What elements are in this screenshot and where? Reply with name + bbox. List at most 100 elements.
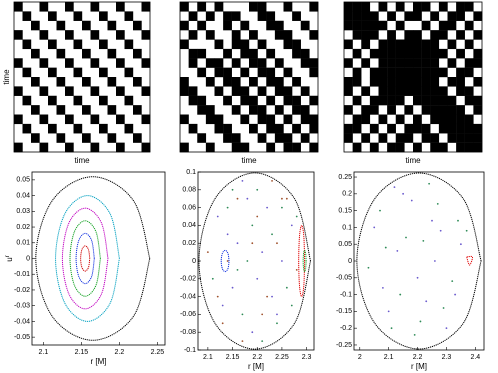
recurrence-cell [65,142,74,153]
recurrence-cell [82,77,91,87]
recurrence-cell [124,39,134,50]
recurrence-cell [300,114,310,125]
recurrence-cell [73,67,83,78]
recurrence-cell [438,105,448,115]
recurrence-cell [413,48,422,59]
recurrence-cell [369,142,379,153]
point [251,224,254,227]
recurrence-cell [223,95,232,106]
recurrence-cell [473,95,483,106]
recurrence-cell [292,77,301,87]
recurrence-cell [352,67,362,78]
point [384,246,387,249]
recurrence-cell [421,95,431,106]
recurrence-cell [223,77,232,87]
y-tick-label: 0.08 [182,187,196,194]
x-tick-label: 2.2 [252,354,262,361]
orbit [298,224,306,298]
recurrence-cell [344,133,353,143]
recurrence-cell [395,48,405,59]
recurrence-cell [73,123,83,134]
recurrence-cell [352,48,362,59]
recurrence-cell [378,114,388,125]
recurrence-cell [309,123,319,134]
recurrence-cell [99,39,108,50]
recurrence-cell [266,142,276,153]
point [422,239,425,242]
recurrence-cell [292,48,301,59]
recurrence-cell [257,86,267,96]
recurrence-cell [352,20,362,31]
recurrence-cell [231,30,241,40]
recurrence-cell [107,133,117,143]
recurrence-cell [395,86,405,96]
recurrence-cell [188,123,198,134]
recurrence-cell [22,39,32,50]
recurrence-cell [473,58,483,68]
recurrence-cell [413,142,422,153]
recurrence-cell [421,123,431,134]
point [246,260,249,262]
point [251,331,254,334]
recurrence-cell [22,67,32,78]
recurrence-cell [249,77,258,87]
recurrence-cell [257,67,267,78]
recurrence-cell [266,123,276,134]
y-tick-label: -0.25 [336,342,352,349]
point [271,180,273,182]
recurrence-cell [249,123,258,134]
point [285,197,288,200]
point [413,333,416,336]
recurrence-cell [361,133,371,143]
recurrence-cell [438,86,448,96]
point [241,313,244,316]
recurrence-cell [39,86,49,96]
recurrence-cell [404,11,414,21]
recurrence-cell [197,67,207,78]
recurrence-cell [99,67,108,78]
recurrence-cell [90,142,100,153]
recurrence-cell [352,95,362,106]
recurrence-cell [378,95,388,106]
recurrence-cell [456,123,465,134]
recurrence-cell [197,48,207,59]
recurrence-cell [188,48,198,59]
recurrence-cell [413,77,422,87]
recurrence-cell [223,48,232,59]
recurrence-cell [124,11,134,21]
recurrence-cell [65,30,74,40]
y-tick-label: -0.04 [180,293,196,300]
y-tick-label: -0.02 [14,287,30,294]
recurrence-cell [73,95,83,106]
recurrence-cell [90,114,100,125]
frame [353,171,485,351]
recurrence-cell [180,86,189,96]
recurrence-cell [231,142,241,153]
recurrence-cell [361,39,371,50]
point [266,206,269,209]
recurrence-cell [240,142,250,153]
recurrence-cell [116,58,125,68]
recurrence-cell [361,105,371,115]
recurrence-cell [31,20,40,31]
point [387,310,390,313]
recurrence-cell [421,86,431,96]
recurrence-cell [292,105,301,115]
recurrence-cell [378,39,388,50]
recurrence-cell [39,142,49,153]
recurrence-cell [257,11,267,21]
recurrence-cell [292,123,301,134]
point [442,307,445,309]
orbit [80,245,91,272]
point [276,242,278,245]
orbit [61,207,109,310]
recurrence-cell [141,2,151,12]
recurrence-cell [214,2,224,12]
recurrence-cell [214,114,224,125]
recurrence-cell [473,30,483,40]
recurrence-cell [107,48,117,59]
point [256,215,259,218]
recurrence-cell [39,2,49,12]
recurrence-cell [65,86,74,96]
recurrence-cell [309,67,319,78]
